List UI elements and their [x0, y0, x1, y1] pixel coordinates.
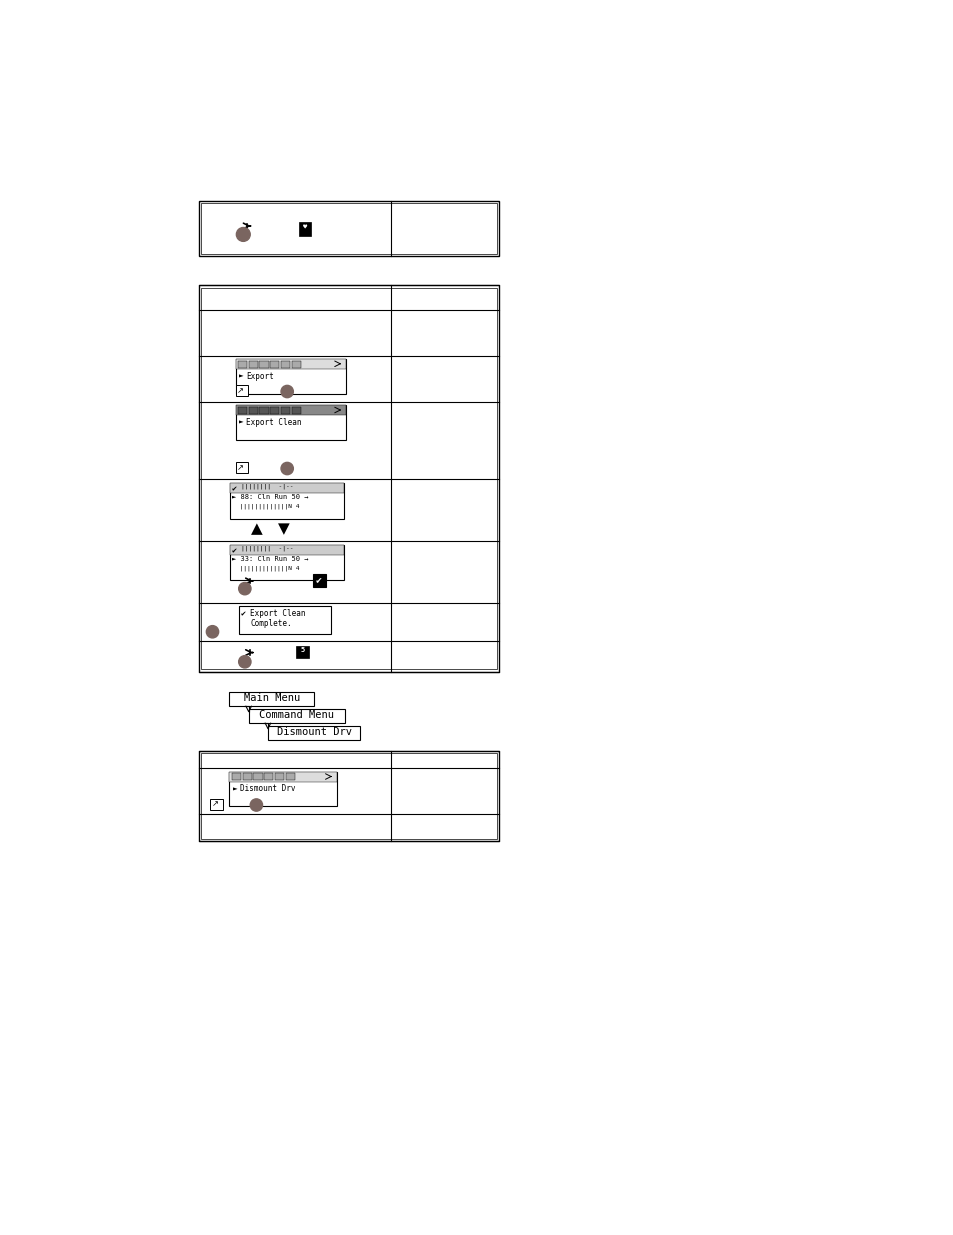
Bar: [268, 726, 360, 740]
Text: ✔: ✔: [315, 574, 321, 585]
Bar: [229, 772, 336, 782]
Bar: [292, 406, 301, 414]
Bar: [230, 545, 344, 555]
Text: 5: 5: [300, 647, 304, 653]
Bar: [285, 773, 294, 781]
Text: ✔: ✔: [232, 484, 236, 493]
Text: |||||||||||||N 4: |||||||||||||N 4: [232, 566, 299, 571]
Bar: [232, 773, 241, 781]
Bar: [230, 545, 344, 580]
Bar: [292, 361, 301, 368]
Bar: [281, 406, 290, 414]
Text: Export Clean: Export Clean: [246, 417, 301, 427]
Bar: [229, 772, 336, 805]
Text: Export: Export: [246, 372, 274, 380]
Bar: [198, 285, 498, 672]
Bar: [249, 361, 257, 368]
Circle shape: [236, 227, 250, 241]
Bar: [264, 773, 274, 781]
Circle shape: [250, 799, 262, 811]
Bar: [259, 406, 269, 414]
Text: ↗: ↗: [237, 463, 244, 472]
Bar: [238, 606, 331, 634]
Text: ► 88: Cln Run 50 →: ► 88: Cln Run 50 →: [232, 494, 308, 500]
Text: ♥: ♥: [302, 225, 307, 231]
Bar: [298, 222, 311, 236]
Bar: [235, 359, 346, 394]
Bar: [313, 574, 325, 587]
Bar: [235, 405, 346, 440]
Bar: [253, 773, 262, 781]
Bar: [274, 773, 284, 781]
Circle shape: [238, 656, 251, 668]
Text: Command Menu: Command Menu: [259, 710, 334, 720]
Bar: [249, 709, 345, 722]
Bar: [198, 751, 498, 841]
Text: Dismount Drv: Dismount Drv: [276, 727, 352, 737]
Bar: [242, 773, 252, 781]
Bar: [296, 646, 309, 658]
Bar: [201, 753, 497, 839]
Text: ||||||||  -|--: |||||||| -|--: [241, 546, 294, 551]
Text: |||||||||||||N 4: |||||||||||||N 4: [232, 504, 299, 510]
Text: Export Clean: Export Clean: [250, 609, 305, 618]
Bar: [198, 200, 498, 256]
Bar: [201, 288, 497, 669]
Text: ►: ►: [238, 372, 243, 380]
Text: ✔: ✔: [232, 546, 236, 555]
Bar: [230, 483, 344, 493]
Bar: [210, 799, 222, 810]
Bar: [201, 203, 497, 253]
Circle shape: [281, 385, 293, 398]
Bar: [237, 361, 247, 368]
Bar: [249, 406, 257, 414]
Text: ↗: ↗: [212, 799, 218, 809]
Bar: [235, 385, 248, 396]
Bar: [235, 405, 346, 415]
Text: ||||||||  -|--: |||||||| -|--: [241, 484, 294, 489]
Bar: [237, 406, 247, 414]
Bar: [230, 483, 344, 519]
Text: ▲: ▲: [251, 521, 262, 537]
Text: ► 33: Cln Run 50 →: ► 33: Cln Run 50 →: [232, 556, 308, 562]
Text: Main Menu: Main Menu: [243, 693, 299, 704]
Bar: [235, 359, 346, 369]
Bar: [270, 361, 279, 368]
Circle shape: [238, 583, 251, 595]
Text: Complete.: Complete.: [250, 619, 292, 627]
Text: Dismount Drv: Dismount Drv: [240, 784, 295, 793]
Text: ►: ►: [238, 417, 243, 427]
Bar: [229, 692, 314, 705]
Circle shape: [206, 626, 218, 638]
Bar: [270, 406, 279, 414]
Text: ↗: ↗: [237, 387, 244, 395]
Bar: [235, 462, 248, 473]
Bar: [281, 361, 290, 368]
Circle shape: [281, 462, 293, 474]
Bar: [259, 361, 269, 368]
Text: ✔: ✔: [241, 609, 246, 618]
Text: ►: ►: [233, 784, 237, 793]
Text: ▼: ▼: [277, 521, 289, 537]
